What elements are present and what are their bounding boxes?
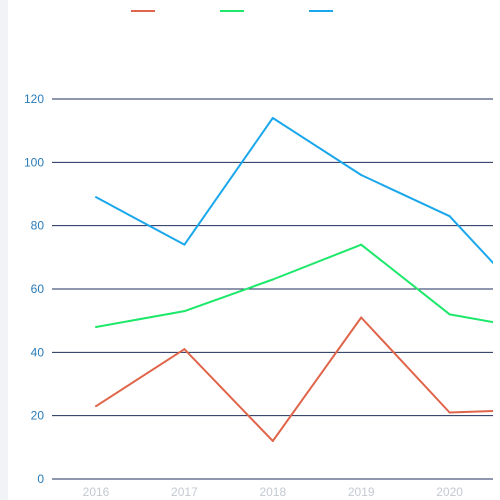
x-tick-label: 2020	[436, 485, 463, 499]
y-tick-label: 40	[31, 345, 45, 359]
x-tick-label: 2018	[259, 485, 286, 499]
data-point	[95, 405, 97, 408]
y-tick-label: 60	[31, 282, 45, 296]
y-tick-label: 0	[37, 472, 44, 486]
data-point	[360, 174, 363, 176]
y-tick-label: 80	[31, 219, 45, 233]
side-strip	[0, 0, 8, 500]
data-point	[360, 243, 363, 246]
data-point	[95, 326, 97, 328]
data-point	[95, 196, 97, 199]
data-point	[271, 278, 274, 281]
y-tick-label: 120	[24, 92, 44, 106]
series-line-2	[95, 243, 493, 328]
y-tick-label: 100	[24, 155, 44, 169]
data-point	[183, 243, 186, 246]
x-tick-label: 2016	[83, 485, 110, 499]
series-line-1	[95, 316, 493, 442]
data-point	[183, 348, 186, 351]
series-line-3	[95, 117, 493, 265]
data-point	[360, 316, 363, 319]
x-tick-label: 2017	[171, 485, 198, 499]
data-point	[448, 215, 451, 218]
data-point	[448, 411, 451, 414]
data-point	[183, 310, 186, 313]
data-point	[448, 313, 451, 316]
data-point	[271, 117, 274, 119]
data-point	[271, 440, 274, 442]
y-tick-label: 20	[31, 409, 45, 423]
x-tick-label: 2019	[348, 485, 375, 499]
